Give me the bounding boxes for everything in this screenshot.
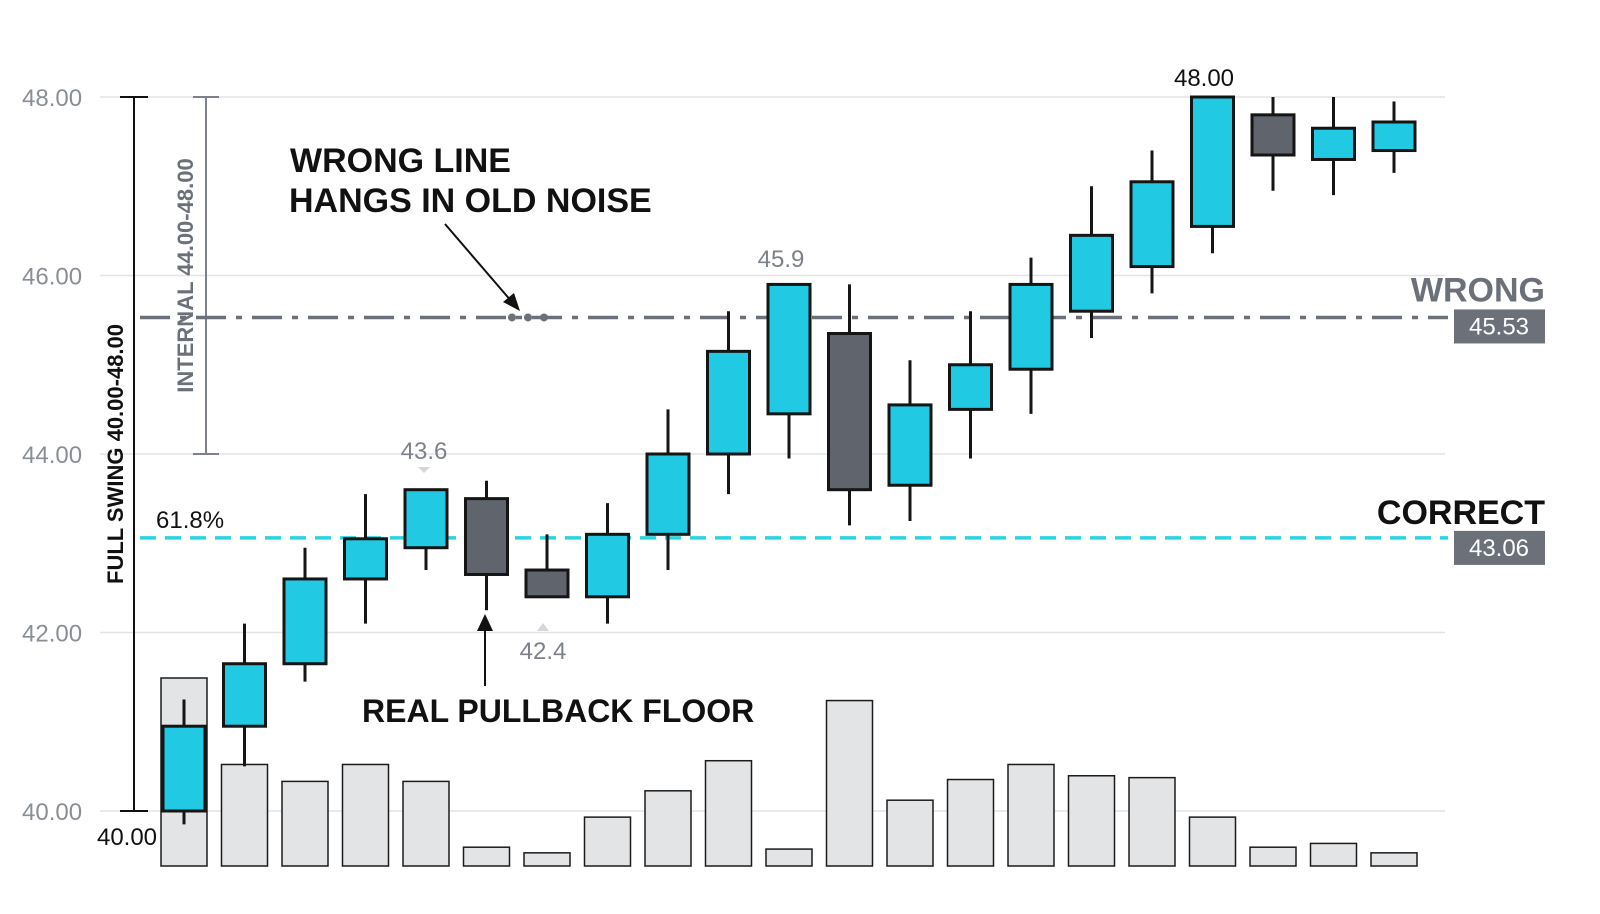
volume-bar bbox=[1007, 763, 1055, 867]
volume-bar bbox=[644, 790, 692, 867]
candle-body bbox=[222, 662, 267, 728]
y-tick-label: 40.00 bbox=[22, 799, 82, 826]
candle-body bbox=[1371, 120, 1417, 153]
volume-bar bbox=[402, 780, 450, 867]
price-labels: 40.00 43.6 42.4 45.9 48.00 bbox=[97, 65, 1234, 851]
volume-bar bbox=[523, 852, 571, 867]
correct-level-price-box bbox=[1454, 530, 1545, 565]
candle-body bbox=[403, 488, 449, 550]
candle-body bbox=[645, 452, 691, 536]
wrong-line-dot bbox=[508, 313, 516, 322]
wrong-level-price: 45.53 bbox=[1469, 313, 1529, 340]
volume-bar bbox=[341, 763, 390, 867]
candle-body bbox=[706, 349, 751, 456]
volume-bar bbox=[704, 759, 753, 867]
correct-level-price: 43.06 bbox=[1469, 535, 1529, 562]
volume-bar bbox=[765, 848, 813, 867]
candle-body bbox=[282, 577, 328, 666]
candle-body bbox=[1190, 95, 1235, 228]
wrong-level-price-box bbox=[1454, 309, 1545, 344]
volume-bar bbox=[1249, 846, 1297, 867]
price-label: 48.00 bbox=[1174, 65, 1234, 92]
wrong-level-title: WRONG bbox=[1411, 271, 1545, 309]
volume-bar bbox=[1067, 775, 1116, 867]
volume-bar bbox=[1128, 776, 1176, 867]
pullback-arrowhead bbox=[477, 614, 493, 631]
wrong-line-annotation: WRONG LINE bbox=[290, 142, 511, 180]
y-tick-label: 46.00 bbox=[22, 264, 82, 291]
candles bbox=[161, 95, 1417, 825]
internal-range-label: INTERNAL 44.00-48.00 bbox=[173, 158, 198, 392]
volume-bar bbox=[1188, 816, 1237, 867]
correct-level-title: CORRECT bbox=[1377, 494, 1545, 532]
price-label: 45.9 bbox=[758, 246, 805, 273]
y-tick-label: 44.00 bbox=[22, 442, 82, 469]
candle-body bbox=[948, 363, 993, 411]
price-label: 43.6 bbox=[401, 438, 448, 465]
candle-body bbox=[1311, 126, 1356, 161]
volume-bar bbox=[946, 778, 995, 867]
candle-body bbox=[585, 532, 630, 599]
price-label: 40.00 bbox=[97, 824, 157, 851]
candle-body bbox=[1129, 180, 1175, 269]
candle-body bbox=[766, 282, 812, 416]
volume-bar bbox=[281, 780, 329, 867]
wrong-line-dot bbox=[540, 313, 548, 322]
full-swing-bracket: FULL SWING 40.00-48.00 bbox=[103, 96, 148, 812]
candle-body bbox=[1069, 233, 1114, 313]
candle-body bbox=[827, 332, 872, 492]
wrong-line-arrow bbox=[444, 223, 513, 303]
low-marker bbox=[537, 623, 549, 631]
annotations: WRONG LINE HANGS IN OLD NOISE REAL PULLB… bbox=[289, 142, 754, 729]
y-tick-label: 48.00 bbox=[22, 85, 82, 112]
volume-bar bbox=[825, 699, 874, 867]
candle-body bbox=[343, 537, 388, 581]
volume-bar bbox=[886, 799, 934, 867]
y-tick-label: 42.00 bbox=[22, 621, 82, 648]
volume-bar bbox=[1309, 842, 1358, 867]
candle-body bbox=[161, 724, 207, 813]
candle-body bbox=[887, 403, 933, 487]
level-tags: WRONG 45.53 CORRECT 43.06 bbox=[1377, 271, 1545, 565]
volume-bar bbox=[462, 846, 511, 867]
internal-range-bracket: INTERNAL 44.00-48.00 bbox=[173, 96, 219, 455]
pullback-annotation: REAL PULLBACK FLOOR bbox=[362, 693, 754, 729]
volume-bar bbox=[583, 816, 632, 867]
candle-body bbox=[1250, 113, 1296, 157]
wrong-line-arrowhead bbox=[503, 293, 520, 311]
candle-body bbox=[464, 497, 509, 576]
volume-bar bbox=[220, 763, 269, 867]
y-axis-ticks: 40.00 42.00 44.00 46.00 48.00 bbox=[22, 85, 82, 826]
wrong-line-dot bbox=[524, 313, 532, 322]
candle-body bbox=[1008, 282, 1054, 371]
full-swing-label: FULL SWING 40.00-48.00 bbox=[103, 324, 128, 584]
level-lines bbox=[140, 313, 1448, 540]
candle-body bbox=[524, 568, 570, 599]
wrong-line-annotation: HANGS IN OLD NOISE bbox=[289, 182, 652, 220]
high-marker bbox=[418, 467, 430, 473]
volume-bar bbox=[1370, 852, 1418, 867]
price-label: 42.4 bbox=[520, 638, 567, 665]
fib-label: 61.8% bbox=[156, 507, 224, 534]
volume-bars bbox=[160, 677, 1418, 867]
